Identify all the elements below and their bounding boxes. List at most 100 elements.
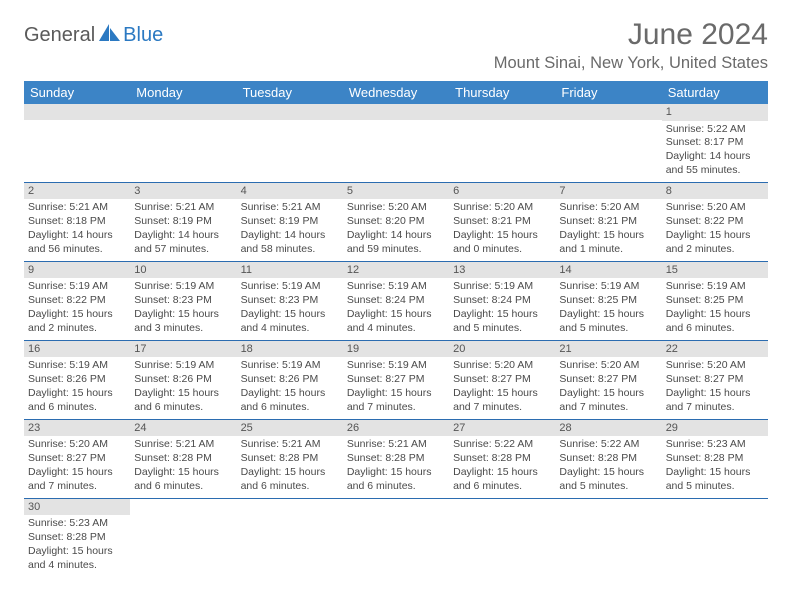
sunrise-line: Sunrise: 5:19 AM <box>666 280 764 294</box>
day-number: 30 <box>24 499 130 516</box>
sunset-line: Sunset: 8:27 PM <box>666 373 764 387</box>
calendar-cell <box>449 498 555 576</box>
cell-body: Sunrise: 5:23 AMSunset: 8:28 PMDaylight:… <box>662 436 768 497</box>
cell-body: Sunrise: 5:19 AMSunset: 8:23 PMDaylight:… <box>237 278 343 339</box>
day-number: 25 <box>237 420 343 437</box>
daylight-line: Daylight: 15 hours and 4 minutes. <box>28 545 126 573</box>
calendar-cell: 13Sunrise: 5:19 AMSunset: 8:24 PMDayligh… <box>449 261 555 340</box>
calendar-cell <box>449 104 555 182</box>
cell-body: Sunrise: 5:22 AMSunset: 8:17 PMDaylight:… <box>662 121 768 182</box>
cell-body: Sunrise: 5:20 AMSunset: 8:27 PMDaylight:… <box>555 357 661 418</box>
daylight-line: Daylight: 15 hours and 3 minutes. <box>134 308 232 336</box>
calendar-cell <box>555 498 661 576</box>
sunrise-line: Sunrise: 5:19 AM <box>28 359 126 373</box>
daylight-line: Daylight: 14 hours and 57 minutes. <box>134 229 232 257</box>
sunrise-line: Sunrise: 5:19 AM <box>241 280 339 294</box>
calendar-cell <box>343 498 449 576</box>
cell-body: Sunrise: 5:20 AMSunset: 8:20 PMDaylight:… <box>343 199 449 260</box>
calendar-cell: 9Sunrise: 5:19 AMSunset: 8:22 PMDaylight… <box>24 261 130 340</box>
day-header: Thursday <box>449 81 555 104</box>
sunrise-line: Sunrise: 5:20 AM <box>453 201 551 215</box>
sunset-line: Sunset: 8:22 PM <box>28 294 126 308</box>
sunrise-line: Sunrise: 5:19 AM <box>559 280 657 294</box>
sunrise-line: Sunrise: 5:22 AM <box>666 123 764 137</box>
calendar-cell: 23Sunrise: 5:20 AMSunset: 8:27 PMDayligh… <box>24 419 130 498</box>
cell-body: Sunrise: 5:21 AMSunset: 8:18 PMDaylight:… <box>24 199 130 260</box>
day-number: 11 <box>237 262 343 279</box>
sunrise-line: Sunrise: 5:20 AM <box>559 359 657 373</box>
cell-body: Sunrise: 5:20 AMSunset: 8:21 PMDaylight:… <box>555 199 661 260</box>
empty-daynum-band <box>343 104 449 120</box>
day-header-row: SundayMondayTuesdayWednesdayThursdayFrid… <box>24 81 768 104</box>
sunset-line: Sunset: 8:27 PM <box>347 373 445 387</box>
day-header: Friday <box>555 81 661 104</box>
day-number: 3 <box>130 183 236 200</box>
calendar-cell: 27Sunrise: 5:22 AMSunset: 8:28 PMDayligh… <box>449 419 555 498</box>
calendar-cell: 28Sunrise: 5:22 AMSunset: 8:28 PMDayligh… <box>555 419 661 498</box>
sunrise-line: Sunrise: 5:22 AM <box>453 438 551 452</box>
calendar-cell: 2Sunrise: 5:21 AMSunset: 8:18 PMDaylight… <box>24 182 130 261</box>
cell-body: Sunrise: 5:21 AMSunset: 8:19 PMDaylight:… <box>130 199 236 260</box>
day-number: 4 <box>237 183 343 200</box>
sunrise-line: Sunrise: 5:21 AM <box>241 201 339 215</box>
daylight-line: Daylight: 15 hours and 6 minutes. <box>28 387 126 415</box>
cell-body: Sunrise: 5:19 AMSunset: 8:25 PMDaylight:… <box>555 278 661 339</box>
header: General Blue June 2024 Mount Sinai, New … <box>24 18 768 73</box>
sunset-line: Sunset: 8:24 PM <box>453 294 551 308</box>
sunrise-line: Sunrise: 5:19 AM <box>134 359 232 373</box>
cell-body: Sunrise: 5:20 AMSunset: 8:27 PMDaylight:… <box>662 357 768 418</box>
empty-daynum-band <box>24 104 130 120</box>
calendar-row: 1Sunrise: 5:22 AMSunset: 8:17 PMDaylight… <box>24 104 768 182</box>
cell-body: Sunrise: 5:22 AMSunset: 8:28 PMDaylight:… <box>555 436 661 497</box>
daylight-line: Daylight: 15 hours and 1 minute. <box>559 229 657 257</box>
cell-body: Sunrise: 5:19 AMSunset: 8:23 PMDaylight:… <box>130 278 236 339</box>
daylight-line: Daylight: 14 hours and 55 minutes. <box>666 150 764 178</box>
location: Mount Sinai, New York, United States <box>494 54 768 73</box>
empty-daynum-band <box>237 104 343 120</box>
empty-daynum-band <box>555 104 661 120</box>
sunrise-line: Sunrise: 5:20 AM <box>28 438 126 452</box>
calendar-table: SundayMondayTuesdayWednesdayThursdayFrid… <box>24 81 768 577</box>
cell-body: Sunrise: 5:19 AMSunset: 8:24 PMDaylight:… <box>449 278 555 339</box>
cell-body: Sunrise: 5:19 AMSunset: 8:26 PMDaylight:… <box>130 357 236 418</box>
day-number: 19 <box>343 341 449 358</box>
day-number: 18 <box>237 341 343 358</box>
sunrise-line: Sunrise: 5:22 AM <box>559 438 657 452</box>
sunrise-line: Sunrise: 5:20 AM <box>666 359 764 373</box>
calendar-cell: 21Sunrise: 5:20 AMSunset: 8:27 PMDayligh… <box>555 340 661 419</box>
sunset-line: Sunset: 8:21 PM <box>559 215 657 229</box>
calendar-cell <box>24 104 130 182</box>
day-number: 2 <box>24 183 130 200</box>
sunset-line: Sunset: 8:28 PM <box>666 452 764 466</box>
daylight-line: Daylight: 15 hours and 5 minutes. <box>666 466 764 494</box>
month-title: June 2024 <box>494 18 768 52</box>
daylight-line: Daylight: 15 hours and 2 minutes. <box>666 229 764 257</box>
daylight-line: Daylight: 15 hours and 6 minutes. <box>666 308 764 336</box>
sunset-line: Sunset: 8:28 PM <box>453 452 551 466</box>
calendar-row: 9Sunrise: 5:19 AMSunset: 8:22 PMDaylight… <box>24 261 768 340</box>
sunset-line: Sunset: 8:28 PM <box>134 452 232 466</box>
sunset-line: Sunset: 8:27 PM <box>28 452 126 466</box>
daylight-line: Daylight: 15 hours and 5 minutes. <box>559 466 657 494</box>
day-header: Saturday <box>662 81 768 104</box>
daylight-line: Daylight: 15 hours and 2 minutes. <box>28 308 126 336</box>
sunset-line: Sunset: 8:26 PM <box>241 373 339 387</box>
calendar-cell: 8Sunrise: 5:20 AMSunset: 8:22 PMDaylight… <box>662 182 768 261</box>
calendar-cell: 29Sunrise: 5:23 AMSunset: 8:28 PMDayligh… <box>662 419 768 498</box>
sunset-line: Sunset: 8:25 PM <box>666 294 764 308</box>
calendar-row: 16Sunrise: 5:19 AMSunset: 8:26 PMDayligh… <box>24 340 768 419</box>
cell-body: Sunrise: 5:23 AMSunset: 8:28 PMDaylight:… <box>24 515 130 576</box>
daylight-line: Daylight: 15 hours and 4 minutes. <box>347 308 445 336</box>
calendar-cell: 4Sunrise: 5:21 AMSunset: 8:19 PMDaylight… <box>237 182 343 261</box>
logo-text-blue: Blue <box>123 24 163 47</box>
daylight-line: Daylight: 15 hours and 5 minutes. <box>559 308 657 336</box>
daylight-line: Daylight: 15 hours and 7 minutes. <box>559 387 657 415</box>
sunset-line: Sunset: 8:25 PM <box>559 294 657 308</box>
sunrise-line: Sunrise: 5:19 AM <box>241 359 339 373</box>
sunset-line: Sunset: 8:18 PM <box>28 215 126 229</box>
sunrise-line: Sunrise: 5:20 AM <box>666 201 764 215</box>
sunset-line: Sunset: 8:17 PM <box>666 136 764 150</box>
cell-body: Sunrise: 5:19 AMSunset: 8:27 PMDaylight:… <box>343 357 449 418</box>
day-number: 15 <box>662 262 768 279</box>
calendar-cell: 12Sunrise: 5:19 AMSunset: 8:24 PMDayligh… <box>343 261 449 340</box>
